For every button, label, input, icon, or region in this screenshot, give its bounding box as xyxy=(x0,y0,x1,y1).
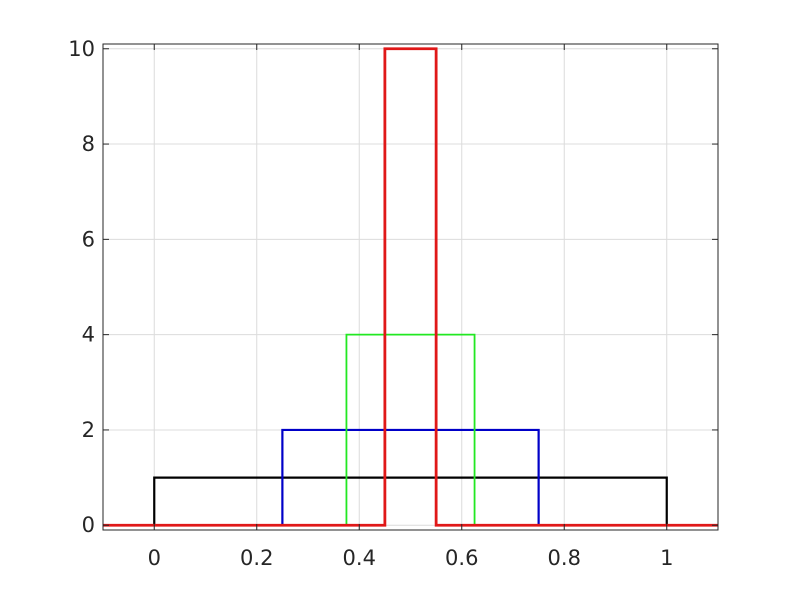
y-tick-label: 6 xyxy=(82,227,95,251)
y-tick-label: 4 xyxy=(82,323,95,347)
plot-lines xyxy=(103,47,718,527)
y-axis-tick-labels: 0 2 4 6 8 10 xyxy=(68,37,95,537)
x-tick-label: 1 xyxy=(660,546,673,570)
tick-marks xyxy=(103,44,718,530)
x-tick-label: 0.6 xyxy=(445,546,478,570)
y-tick-label: 8 xyxy=(82,132,95,156)
y-tick-label: 10 xyxy=(68,37,95,61)
grid xyxy=(103,44,718,530)
x-axis-tick-labels: 0 0.2 0.4 0.6 0.8 1 xyxy=(148,546,674,570)
x-tick-label: 0.8 xyxy=(548,546,581,570)
x-tick-label: 0.2 xyxy=(240,546,273,570)
x-tick-label: 0.4 xyxy=(343,546,376,570)
series-line-4 xyxy=(103,47,718,527)
series-line-1 xyxy=(103,476,718,527)
axes-box xyxy=(102,43,719,531)
y-tick-label: 0 xyxy=(82,513,95,537)
x-tick-label: 0 xyxy=(148,546,161,570)
y-tick-label: 2 xyxy=(82,418,95,442)
